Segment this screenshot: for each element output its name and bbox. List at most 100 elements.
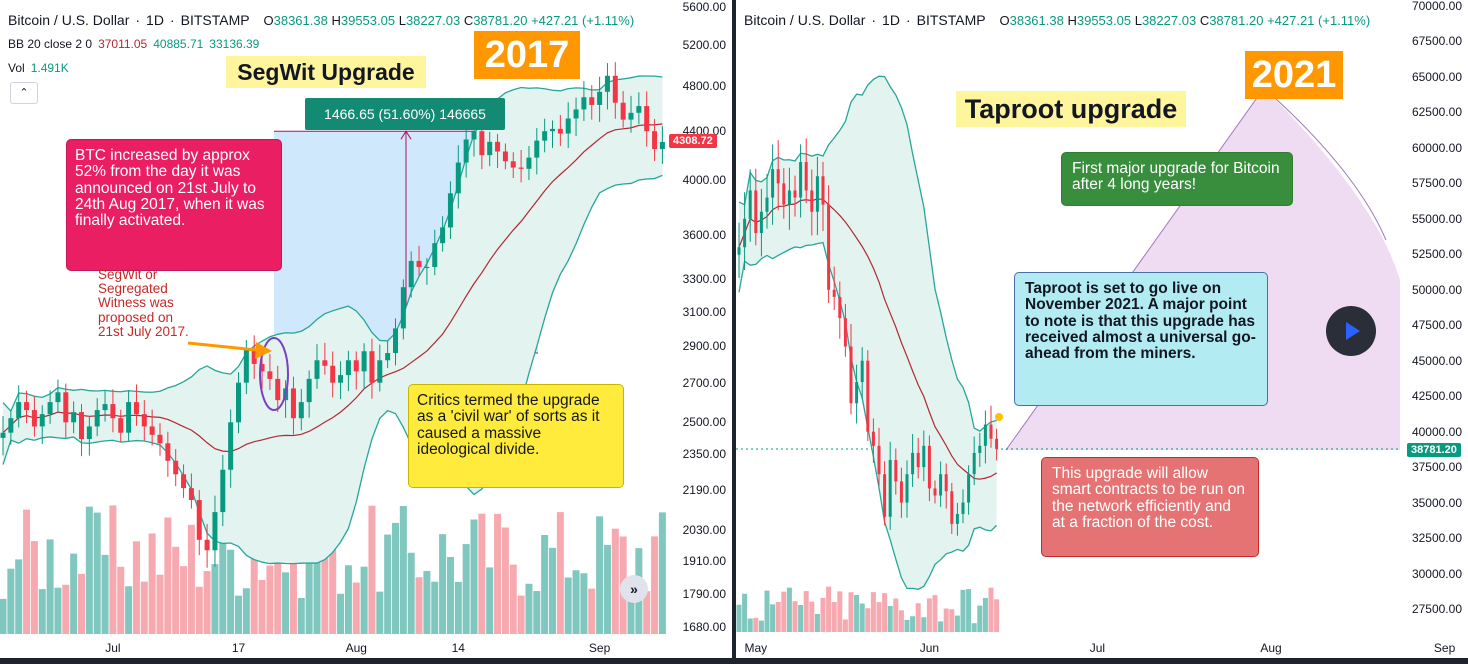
time-tick-label: May [744,641,768,655]
volume-bar [384,534,392,634]
candle-body [118,418,124,433]
candle-body [759,211,763,234]
volume-bar [747,618,753,632]
volume-bar [219,518,227,634]
price-tick-label: 52500.00 [1411,247,1462,262]
left-price-axis[interactable]: 5600.00 5200.00 4800.00 4400.00 4000.00 3600.… [662,0,732,664]
bollinger-basis-line [738,198,997,480]
candle-body [290,388,296,419]
interval: 1D [882,12,900,28]
note-blue[interactable]: Taproot is set to go live on November 20… [1014,272,1268,406]
candle-body [447,193,453,228]
candle-body [55,392,61,403]
volume-bar [392,522,399,634]
candle-body [47,402,53,415]
candle-body [306,378,312,403]
candle-body [743,218,747,248]
price-tick-label: 5600.00 [682,0,726,14]
volume-bar [446,557,454,634]
volume-bar [966,589,972,632]
candle-body [815,176,819,212]
time-tick-label: Sep [588,641,611,655]
note-yellow[interactable]: Critics termed the upgrade as a 'civil w… [408,384,624,488]
candle-body [416,260,422,267]
volume-bar [399,505,407,634]
volume-bar [70,553,78,634]
volume-bar [415,577,423,634]
double-chevron-right-icon[interactable]: » [620,575,648,603]
candle-body [188,488,194,500]
volume-bar [572,570,580,634]
price-tick-label: 1680.00 [682,620,726,634]
volume-bar [533,591,541,634]
candle-body [737,247,741,255]
candle-body [659,141,665,150]
price-tick-label: 37500.00 [1411,460,1462,475]
time-tick-label: 17 [231,641,246,655]
volume-bar [865,608,871,632]
volume-bar [439,534,447,634]
candle-body [133,402,139,415]
right-chart-panel[interactable]: Bitcoin / U.S. Dollar · 1D · BITSTAMP O38361… [736,0,1468,664]
candle-body [832,289,836,297]
candle-body [86,426,92,440]
candle-body [455,162,461,194]
candle-body [149,426,155,435]
price-tick-label: 30000.00 [1411,566,1462,581]
volume-bar [564,577,572,634]
candle-body [765,197,769,212]
bottom-toolbar [0,658,1468,664]
volume-bar [62,584,70,634]
candle-body [510,161,516,168]
volume-bar [321,551,329,634]
bollinger-upper-line [738,75,997,432]
volume-bar [132,541,140,634]
volume-bar [203,571,211,634]
volume-bar [305,533,313,634]
price-tick-label: 2350.00 [682,447,726,462]
volume-legend[interactable]: Vol 1.491K [8,61,69,75]
candle-body [267,371,273,379]
volume-bar [753,617,759,632]
volume-bar [337,593,345,634]
candle-body [644,106,650,132]
candle-body [534,140,540,158]
volume-bar [960,589,966,632]
candle-body [495,141,501,152]
candle-body [173,460,179,475]
candle-body [424,266,430,268]
volume-bar [368,505,376,634]
volume-bar [837,591,843,632]
candle-body [810,190,814,212]
candle-body [471,131,477,140]
candle-body [793,190,797,198]
candle-body [899,481,903,503]
candle-body [748,190,752,219]
candle-body [314,360,320,379]
time-tick-label: Jun [919,641,940,655]
note-red[interactable]: This upgrade will allow smart contracts … [1041,457,1259,557]
price-tick-label: 70000.00 [1411,0,1462,13]
candle-body [843,318,847,347]
bollinger-legend[interactable]: BB 20 close 2 0 37011.05 40885.71 33136.39 [8,37,260,51]
left-chart-panel[interactable]: Bitcoin / U.S. Dollar · 1D · BITSTAMP O38361… [0,0,732,664]
panel-separator[interactable] [732,0,736,664]
volume-bar [859,603,865,632]
candle-body [479,131,485,156]
volume-bar [462,544,470,634]
volume-bar [932,595,938,632]
candle-body [102,404,108,411]
volume-bar [313,560,321,634]
volume-bar [831,601,837,632]
play-icon[interactable] [1326,306,1376,356]
candle-body [771,169,775,198]
candle-body [487,141,493,156]
candle-body [855,381,859,404]
note-pink[interactable]: BTC increased by approx 52% from the day… [66,139,282,271]
note-green[interactable]: First major upgrade for Bitcoin after 4 … [1061,152,1293,206]
right-price-axis[interactable]: 70000.00 67500.00 65000.00 62500.00 60000.00… [1398,0,1468,664]
volume-bar [781,591,787,632]
chevron-up-icon[interactable]: ⌃ [10,82,38,104]
candle-body [652,131,658,150]
candle-body [905,474,909,503]
